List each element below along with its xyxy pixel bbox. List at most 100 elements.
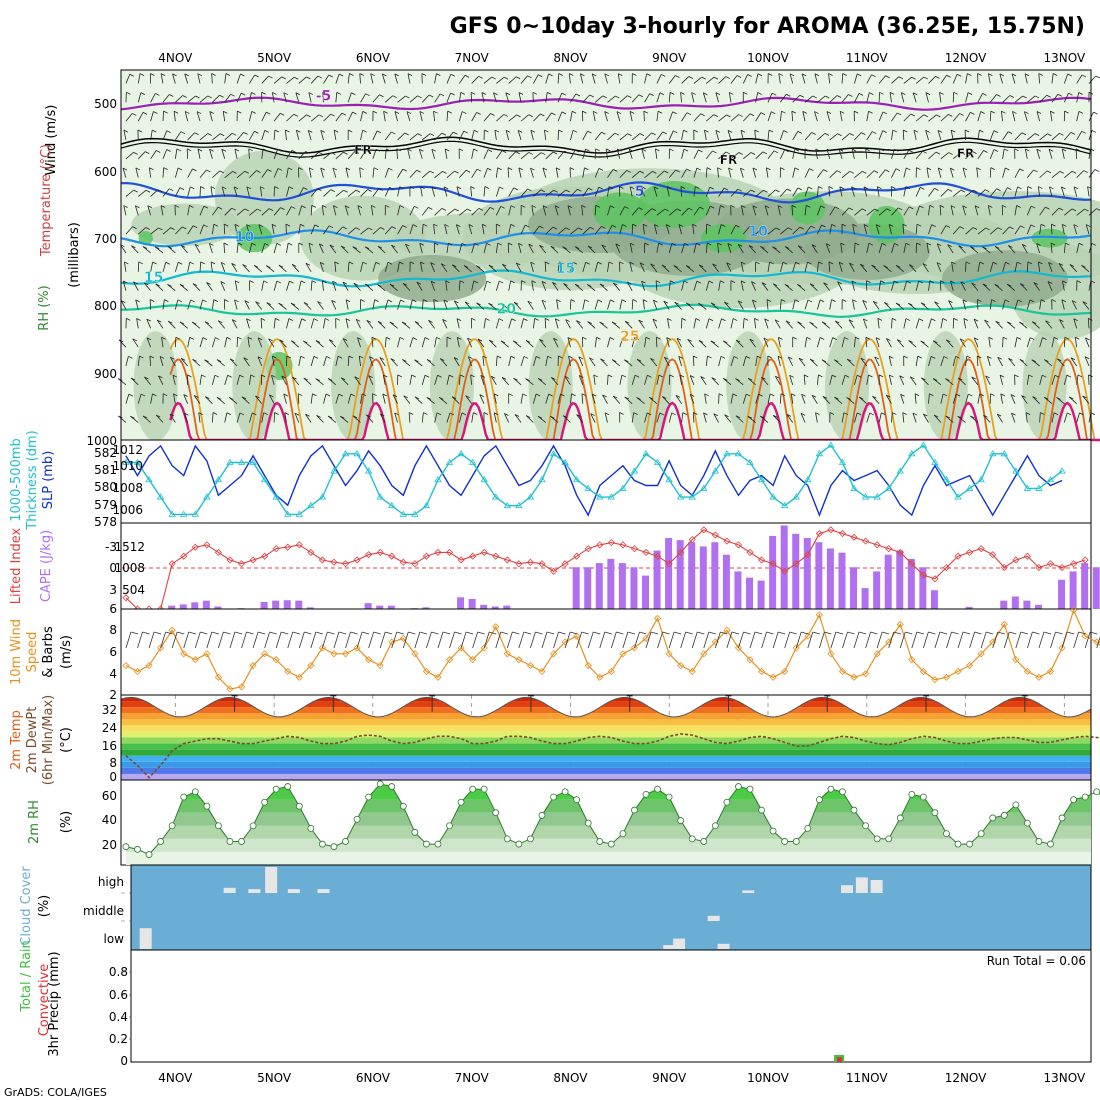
wind-speed-point — [665, 650, 673, 658]
lifted-index-point — [330, 558, 338, 566]
cape-right-tick: 504 — [122, 583, 145, 597]
lifted-index-point — [307, 548, 315, 556]
lifted-index-point — [723, 537, 731, 545]
wind-speed-point — [411, 650, 419, 658]
x-tick-label-top: 5NOV — [257, 51, 292, 65]
thickness-point — [318, 493, 327, 500]
thickness-point — [457, 450, 465, 457]
lifted-index-point — [885, 545, 893, 553]
thickness-point — [538, 475, 546, 483]
lifted-index-point — [838, 529, 847, 538]
wind-speed-point — [977, 650, 985, 658]
slp-axis-label: Thickness (dm) — [25, 430, 40, 530]
thickness-point — [884, 484, 893, 491]
cape-bar — [826, 548, 834, 609]
wind-barb — [830, 631, 837, 649]
cape-bar — [457, 597, 465, 609]
rh-point — [261, 798, 269, 806]
lifted-index-point — [388, 552, 396, 560]
lifted-index-point — [642, 548, 650, 556]
wind-barb — [645, 631, 652, 649]
wind-speed-point — [815, 611, 823, 619]
rh-point — [966, 840, 974, 848]
lifted-index-point — [434, 548, 442, 556]
slp-left-tick: 581 — [94, 463, 117, 477]
thickness-point — [133, 458, 142, 465]
rh-point — [365, 793, 373, 801]
rh-point — [434, 840, 442, 848]
x-tick-label-top: 11NOV — [846, 51, 888, 65]
wind-speed-point — [677, 661, 685, 670]
thickness-point — [468, 458, 477, 465]
lifted-index-point — [919, 571, 927, 579]
lifted-index-point — [353, 556, 361, 564]
wind-barb — [992, 631, 999, 649]
slp-line — [125, 444, 1063, 518]
cape-bar — [769, 535, 777, 609]
cape-bar — [792, 533, 800, 609]
wind-barb — [564, 631, 571, 649]
wind-barb — [483, 631, 490, 649]
wind-barb — [818, 631, 825, 649]
wind-speed-point — [942, 673, 951, 681]
rh-point — [469, 785, 477, 793]
lifted-index-point — [237, 560, 246, 568]
rh-point — [677, 817, 685, 824]
thickness-point — [168, 510, 176, 517]
wind-barb — [610, 631, 617, 649]
lifted-index-point — [584, 545, 592, 553]
wind-speed-point — [526, 661, 535, 670]
wind-barb — [888, 631, 895, 649]
lifted-index-point — [977, 545, 985, 553]
slp-panel — [120, 439, 1092, 524]
contour-label: 10 — [235, 230, 255, 246]
rh-point — [758, 806, 765, 814]
wind-barb — [1073, 631, 1079, 649]
lifted-index-point — [549, 567, 558, 575]
lifted-index-point — [873, 541, 881, 549]
thickness-point — [503, 501, 512, 509]
cloud-tick: middle — [83, 904, 124, 918]
thickness-point — [1000, 450, 1008, 457]
temp-axis-label: (6hr Min/Max) — [41, 695, 56, 785]
wind-barb — [587, 631, 594, 649]
wind-barb — [368, 631, 375, 649]
cape-axis-label: CAPE (J/kg) — [39, 530, 54, 602]
x-tick-label-bottom: 12NOV — [945, 1071, 987, 1085]
x-tick-label-top: 9NOV — [652, 51, 687, 65]
temp-panel — [120, 694, 1100, 781]
x-tick-label-bottom: 6NOV — [356, 1071, 391, 1085]
rh-point — [804, 824, 812, 832]
wind-speed-point — [284, 667, 292, 676]
wind-speed-point — [214, 673, 222, 681]
thickness-point — [480, 475, 488, 483]
wind-speed-point — [1000, 620, 1008, 628]
wind-barb — [853, 631, 860, 649]
lifted-index-point — [792, 560, 800, 568]
thickness-point — [156, 493, 165, 500]
wind-barb — [1027, 631, 1033, 649]
rh-point — [226, 838, 234, 845]
lifted-index-point — [630, 545, 639, 553]
wind-barb — [634, 631, 640, 649]
cloud-bar — [287, 889, 300, 893]
x-tick-label-bottom: 5NOV — [257, 1071, 292, 1085]
wind-barb — [426, 631, 432, 649]
thickness-point — [191, 510, 199, 517]
x-tick-label-top: 7NOV — [455, 51, 490, 65]
x-tick-label-bottom: 9NOV — [652, 1071, 687, 1085]
rh-point — [792, 838, 800, 845]
wind-barb — [911, 631, 918, 649]
thickness-point — [422, 501, 431, 509]
contour-label: 15 — [144, 270, 163, 286]
cloud-bar — [248, 889, 261, 893]
profile-tick: 1000 — [86, 434, 117, 448]
lifted-index-point — [226, 556, 234, 564]
profile-tick: 900 — [94, 367, 117, 381]
lifted-index-point — [734, 541, 743, 549]
lifted-index-point — [908, 560, 916, 568]
rh-point — [180, 793, 188, 801]
chart-title: GFS 0~10day 3-hourly for AROMA (36.25E, … — [450, 14, 1085, 39]
cape-bar — [387, 605, 395, 609]
rh-point — [642, 790, 650, 798]
